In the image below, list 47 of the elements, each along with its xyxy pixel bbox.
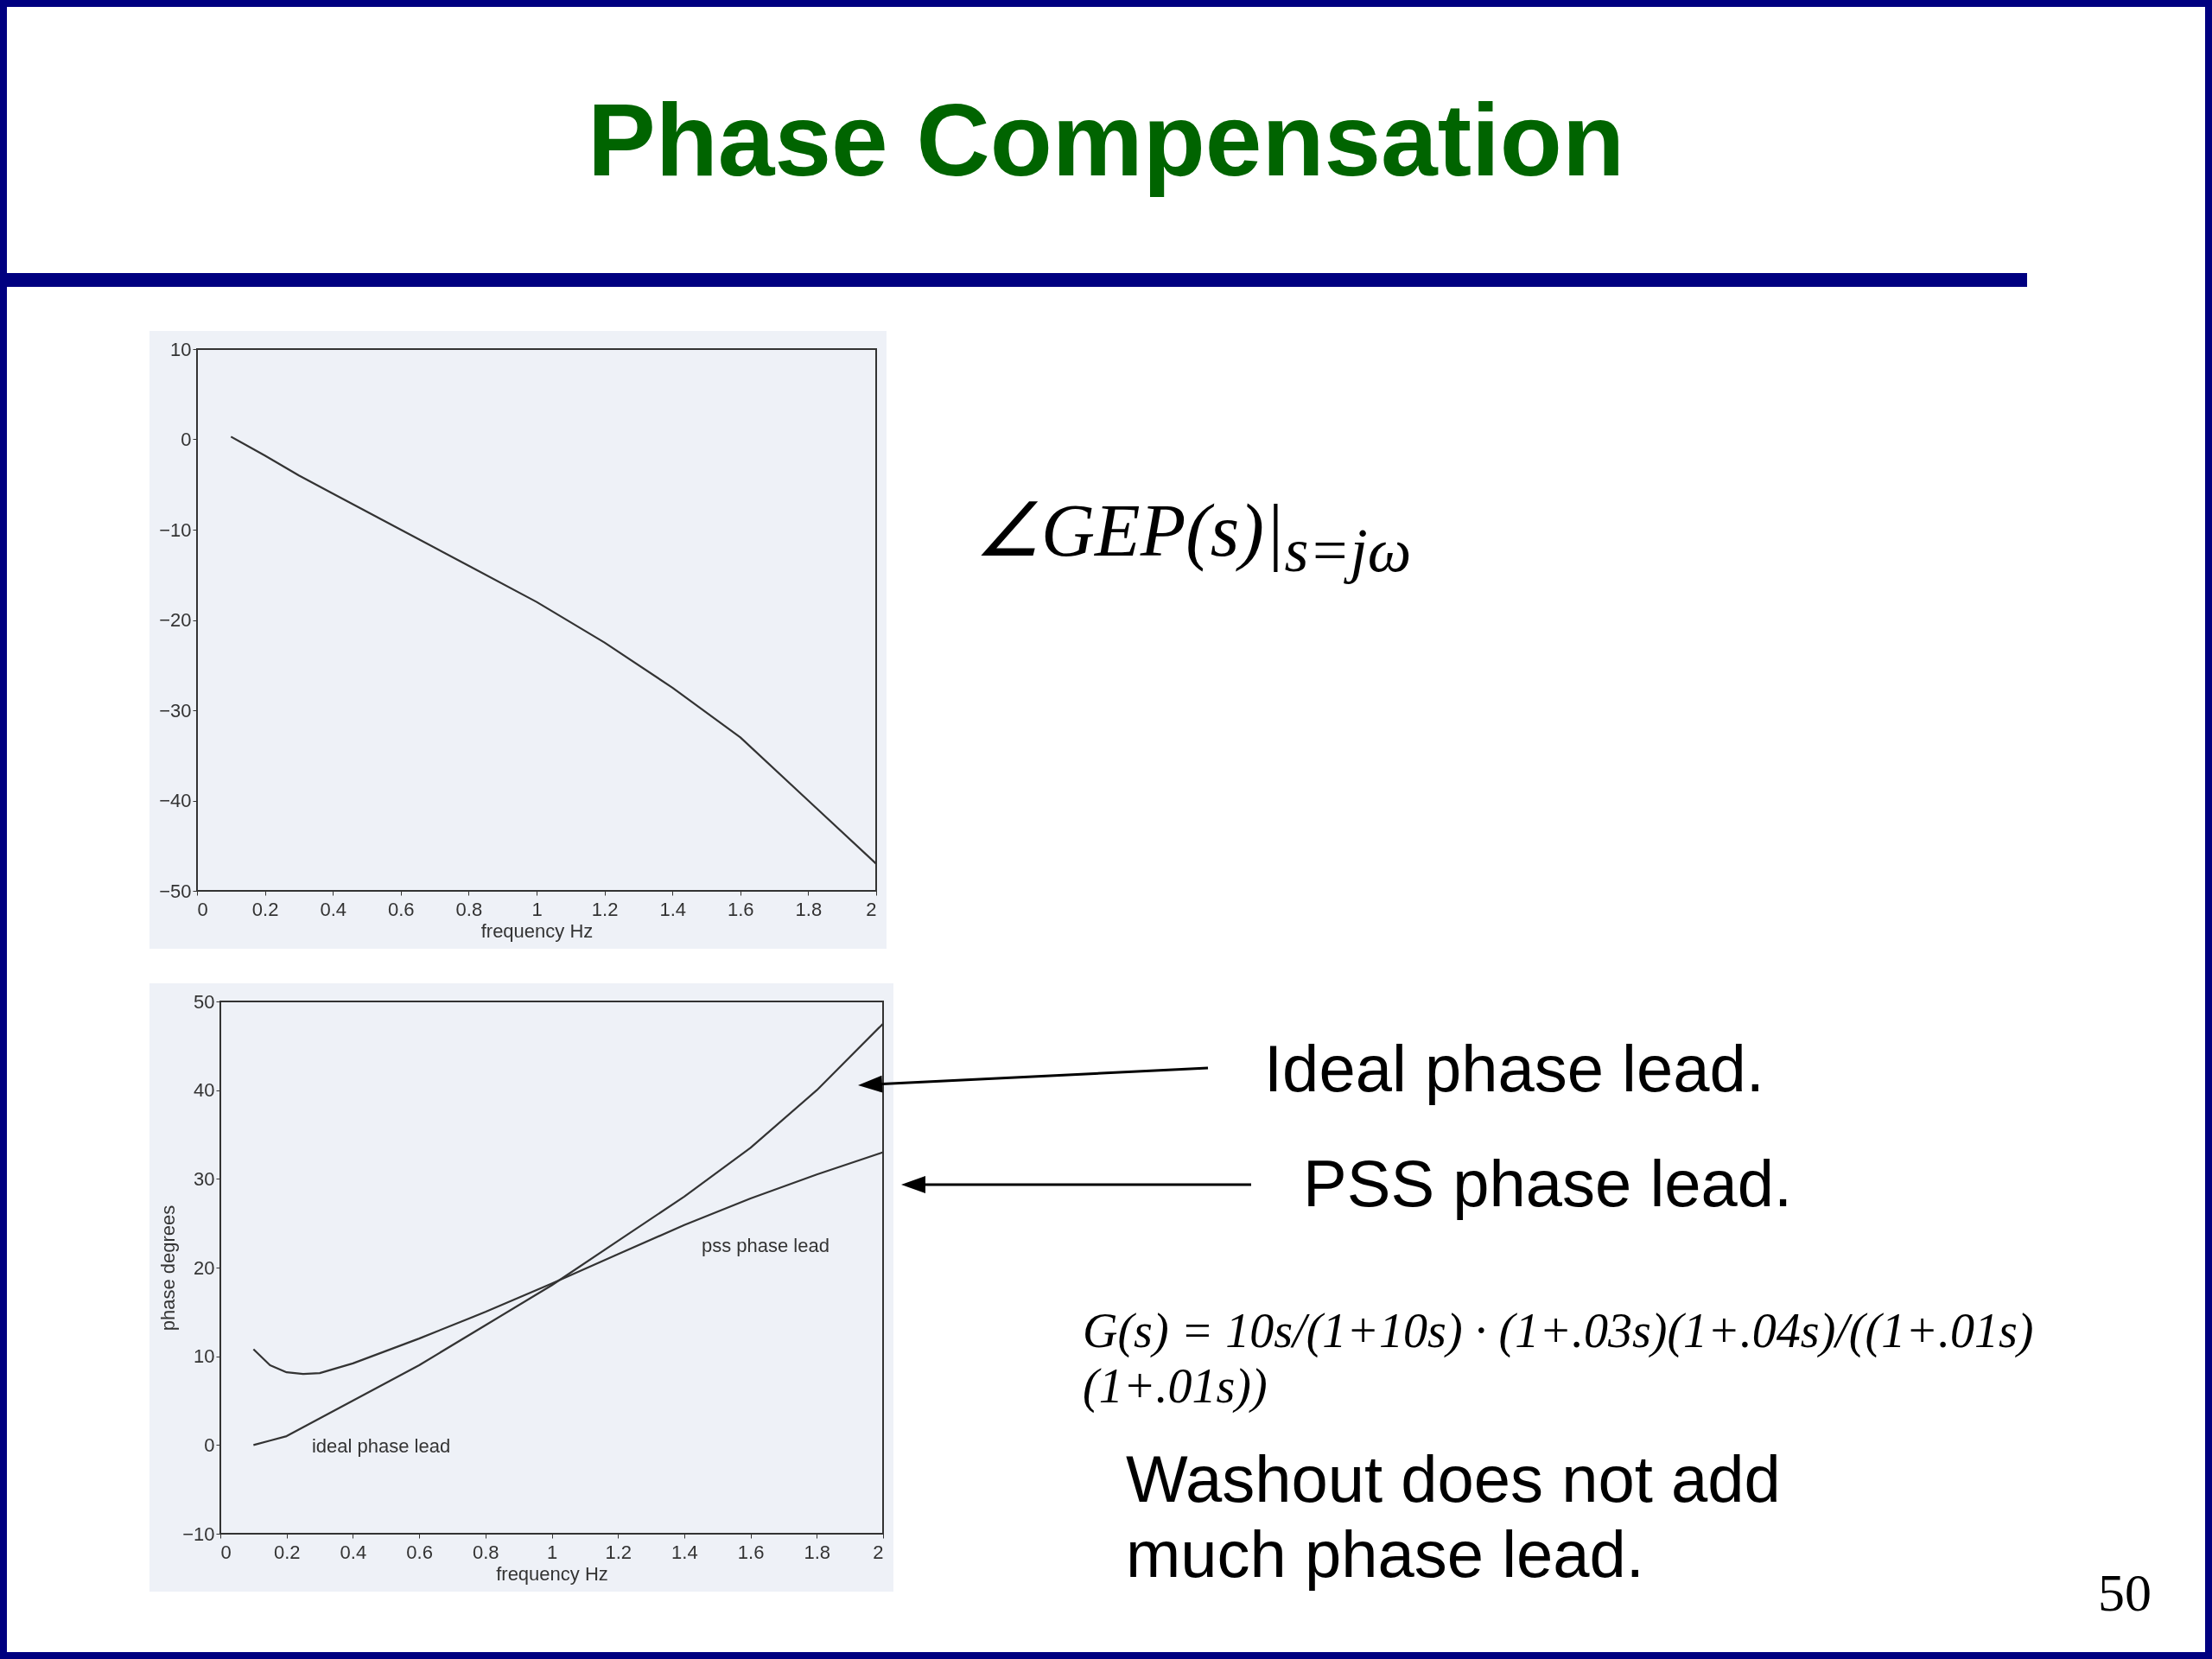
x-tick-label: 0.4 bbox=[320, 898, 346, 920]
y-tick-label: 30 bbox=[194, 1167, 215, 1190]
x-tick-label: 1.4 bbox=[671, 1541, 698, 1563]
text: Phase Compensation bbox=[587, 83, 1625, 197]
x-tick-label: 0.2 bbox=[251, 898, 279, 920]
x-tick-label: 1.6 bbox=[728, 898, 754, 920]
x-axis-title: frequency Hz bbox=[480, 919, 594, 942]
text: 50 bbox=[2098, 1562, 2152, 1624]
y-tick-label: −30 bbox=[159, 699, 192, 721]
x-tick-label: 2 bbox=[873, 1541, 884, 1563]
x-tick-label: 1 bbox=[531, 898, 543, 920]
y-axis-title: phase degrees bbox=[157, 1205, 180, 1332]
y-tick-label: 20 bbox=[194, 1256, 215, 1279]
y-tick-label: 10 bbox=[170, 338, 192, 360]
x-tick-label: 2 bbox=[866, 898, 877, 920]
y-tick-label: −20 bbox=[159, 609, 192, 631]
x-tick-label: 1.8 bbox=[795, 898, 823, 920]
y-tick-label: 10 bbox=[194, 1345, 215, 1368]
x-tick-label: 1.8 bbox=[804, 1541, 831, 1563]
x-tick-label: 0.8 bbox=[455, 898, 483, 920]
series-label: ideal phase lead bbox=[311, 1434, 451, 1457]
text: PSS phase lead. bbox=[1303, 1146, 1793, 1221]
x-tick-label: 0.4 bbox=[340, 1541, 367, 1563]
x-tick-label: 0.2 bbox=[273, 1541, 301, 1563]
text: Washout does not add much phase lead. bbox=[1126, 1441, 1782, 1592]
x-tick-label: 0.8 bbox=[473, 1541, 499, 1563]
x-tick-label: 0.6 bbox=[406, 1541, 433, 1563]
text: Ideal phase lead. bbox=[1264, 1031, 1764, 1106]
x-tick-label: 0 bbox=[220, 1541, 232, 1563]
y-tick-label: 40 bbox=[194, 1079, 215, 1102]
x-tick-label: 1.2 bbox=[605, 1541, 632, 1563]
x-tick-label: 1.2 bbox=[591, 898, 619, 920]
x-tick-label: 1 bbox=[546, 1541, 558, 1563]
y-tick-label: 50 bbox=[194, 990, 215, 1013]
x-tick-label: 1.6 bbox=[737, 1541, 765, 1563]
x-axis-title: frequency Hz bbox=[496, 1562, 608, 1585]
y-tick-label: −50 bbox=[159, 880, 192, 902]
y-tick-label: −10 bbox=[182, 1522, 215, 1545]
y-tick-label: 0 bbox=[204, 1433, 215, 1456]
text: ∠GEP(s)|$_{s=jω}$ bbox=[975, 488, 1412, 588]
x-tick-label: 1.4 bbox=[659, 898, 686, 920]
series-label: pss phase lead bbox=[701, 1234, 830, 1256]
y-tick-label: −10 bbox=[159, 518, 192, 541]
text: G(s) = 10s/(1+10s) · (1+.03s)(1+.04s)/((1+.01s)(1+.01s)) bbox=[1083, 1303, 2035, 1414]
x-tick-label: 0.6 bbox=[388, 898, 415, 920]
y-tick-label: −40 bbox=[159, 790, 192, 811]
y-tick-label: 0 bbox=[181, 429, 192, 450]
